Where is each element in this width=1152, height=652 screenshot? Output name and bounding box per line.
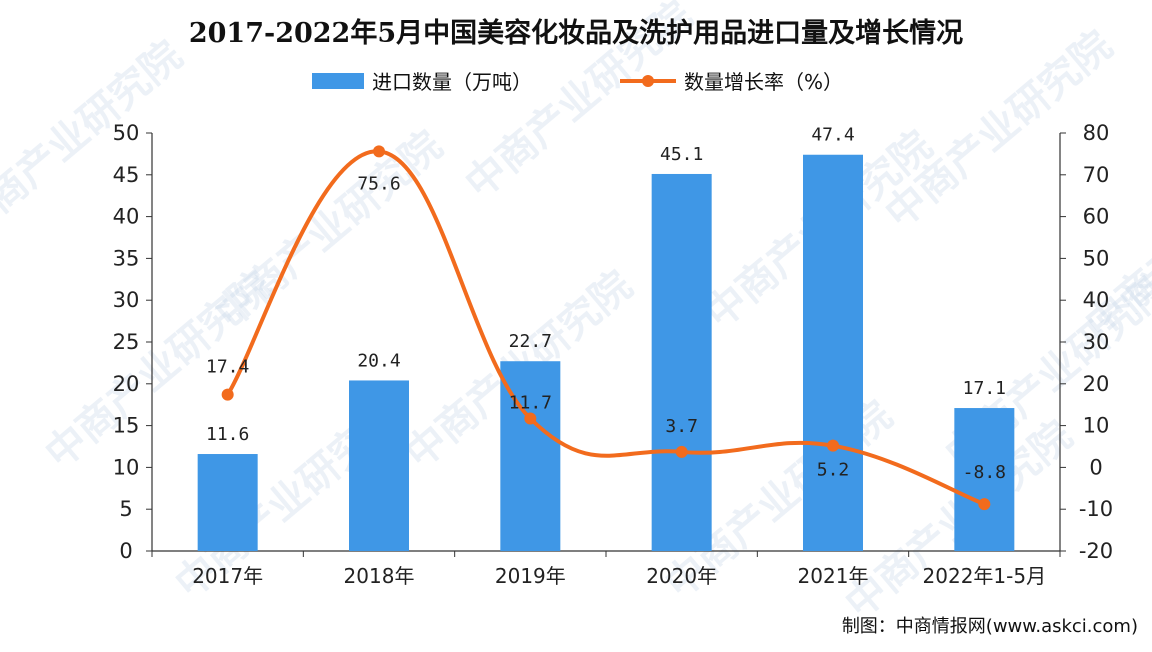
bar xyxy=(651,173,712,552)
y-right-tick-label: 80 xyxy=(1083,121,1110,145)
x-tick-label: 2020年 xyxy=(646,564,717,588)
bar-value-label: 45.1 xyxy=(660,144,703,165)
legend-line-marker xyxy=(642,75,654,87)
line-point xyxy=(524,412,537,425)
source-credit: 制图：中商情报网(www.askci.com) xyxy=(842,616,1138,637)
line-value-label: -8.8 xyxy=(963,462,1006,483)
bar xyxy=(349,380,409,551)
y-left-tick-label: 30 xyxy=(113,288,140,312)
legend-bar-label: 进口数量（万吨） xyxy=(372,70,532,94)
y-right-tick-label: 50 xyxy=(1083,246,1110,270)
bar-value-label: 11.6 xyxy=(206,424,249,445)
bar-value-label: 47.4 xyxy=(811,125,854,146)
line-value-label: 5.2 xyxy=(817,460,850,481)
line-point xyxy=(827,439,839,452)
x-tick-label: 2019年 xyxy=(495,564,566,588)
x-tick-label: 2018年 xyxy=(344,564,415,588)
y-right-tick-label: 30 xyxy=(1083,330,1110,354)
y-right-tick-label: -10 xyxy=(1079,497,1113,521)
line-series xyxy=(221,145,991,511)
x-tick-label: 2021年 xyxy=(798,564,869,588)
line-point xyxy=(675,445,688,458)
y-left-tick-label: 50 xyxy=(113,121,140,145)
y-right-tick-label: 20 xyxy=(1083,372,1110,396)
bar xyxy=(197,454,258,551)
y-left-tick-label: 5 xyxy=(119,497,132,521)
legend-line-label: 数量增长率（%） xyxy=(684,70,843,94)
y-left-tick-label: 0 xyxy=(119,539,132,563)
line-point xyxy=(221,388,234,401)
y-right-tick-label: 40 xyxy=(1083,288,1110,312)
y-right-tick-label: 0 xyxy=(1089,455,1102,479)
line-value-label: 11.7 xyxy=(509,392,552,413)
y-left-tick-label: 10 xyxy=(113,455,140,479)
bar-value-label: 20.4 xyxy=(357,350,400,371)
y-right-tick-label: 60 xyxy=(1083,205,1110,229)
line-point xyxy=(978,498,991,511)
x-tick-label: 2022年1-5月 xyxy=(923,564,1047,588)
line-value-label: 75.6 xyxy=(357,173,400,194)
y-right-tick-label: -20 xyxy=(1079,539,1113,563)
watermark-text: 中商产业研究院 xyxy=(207,122,451,337)
bar-value-label: 17.1 xyxy=(963,378,1006,399)
y-left-tick-label: 15 xyxy=(113,414,140,438)
legend-bar-swatch xyxy=(312,73,364,89)
line-value-label: 3.7 xyxy=(665,416,698,437)
legend: 进口数量（万吨） 数量增长率（%） xyxy=(312,70,843,94)
y-right-tick-label: 10 xyxy=(1083,414,1110,438)
chart-title: 2017-2022年5月中国美容化妆品及洗护用品进口量及增长情况 xyxy=(189,17,963,49)
line-value-label: 17.4 xyxy=(206,357,249,378)
bar-value-label: 22.7 xyxy=(509,331,552,352)
line-point xyxy=(373,145,385,158)
axes: 0 5 10 15 20 25 30 35 40 45 50 -20 -10 0 10 20 30 40 50 60 7… xyxy=(113,121,1114,588)
y-right-tick-label: 70 xyxy=(1083,163,1110,187)
x-tick-label: 2017年 xyxy=(192,564,263,588)
y-left-tick-label: 45 xyxy=(113,163,140,187)
bar xyxy=(954,408,1015,551)
y-left-tick-label: 20 xyxy=(113,372,140,396)
bar xyxy=(803,154,863,551)
y-left-tick-label: 25 xyxy=(113,330,140,354)
y-left-tick-label: 35 xyxy=(113,246,140,270)
watermark-text: 中商产业研究院 xyxy=(0,32,191,247)
y-left-tick-label: 40 xyxy=(113,205,140,229)
data-labels: 11.6 20.4 22.7 45.1 47.4 17.1 17.4 75.6 11.7 3.7 5… xyxy=(206,125,1006,483)
